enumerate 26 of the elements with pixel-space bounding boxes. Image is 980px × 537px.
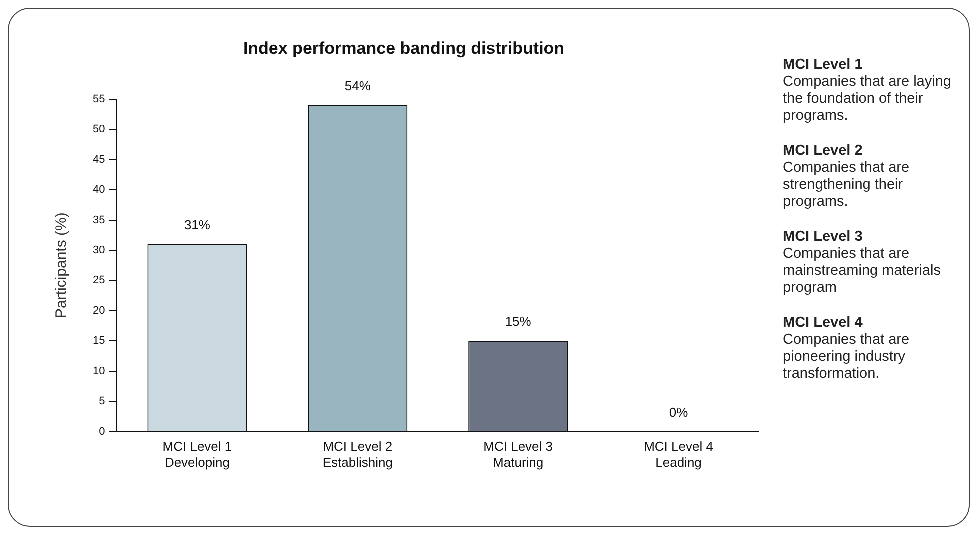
y-tick-label: 35 — [92, 214, 106, 226]
text: MCI Level 2 Companies that are strengthening their programs. — [783, 143, 911, 211]
chart-title: Index performance banding distribution — [243, 38, 565, 58]
y-tick-label: 45 — [92, 154, 106, 166]
x-tick-label: MCI Level 1 Developing — [162, 439, 232, 470]
data-label: 31% — [184, 218, 211, 233]
y-tick-label: 5 — [99, 396, 106, 408]
y-tick-label: 0 — [99, 426, 106, 438]
data-label: 54% — [344, 78, 372, 94]
y-axis-title: Participants (%) — [53, 212, 70, 319]
y-tick-label: 25 — [92, 274, 106, 287]
text: MCI Level 1 Companies that are laying the foundation of their programs. — [783, 57, 952, 125]
y-tick-label: 10 — [92, 365, 106, 378]
y-tick-label: 15 — [92, 335, 106, 348]
data-label: 0% — [669, 404, 689, 420]
y-tick-label: 50 — [92, 124, 106, 136]
text: MCI Level 4 Companies that are pioneering industry transformation. — [783, 315, 911, 383]
x-tick-label: MCI Level 3 Maturing — [484, 439, 554, 470]
data-label: 15% — [505, 314, 532, 330]
y-tick-label: 30 — [92, 244, 106, 257]
text: MCI Level 3 Companies that are mainstreaming materials program — [783, 229, 942, 297]
y-tick-label: 20 — [92, 304, 106, 317]
y-tick-label: 40 — [92, 184, 106, 196]
x-tick-label: MCI Level 4 Leading — [644, 439, 714, 470]
x-tick-label: MCI Level 2 Establishing — [322, 439, 393, 470]
y-tick-label: 55 — [92, 93, 106, 106]
